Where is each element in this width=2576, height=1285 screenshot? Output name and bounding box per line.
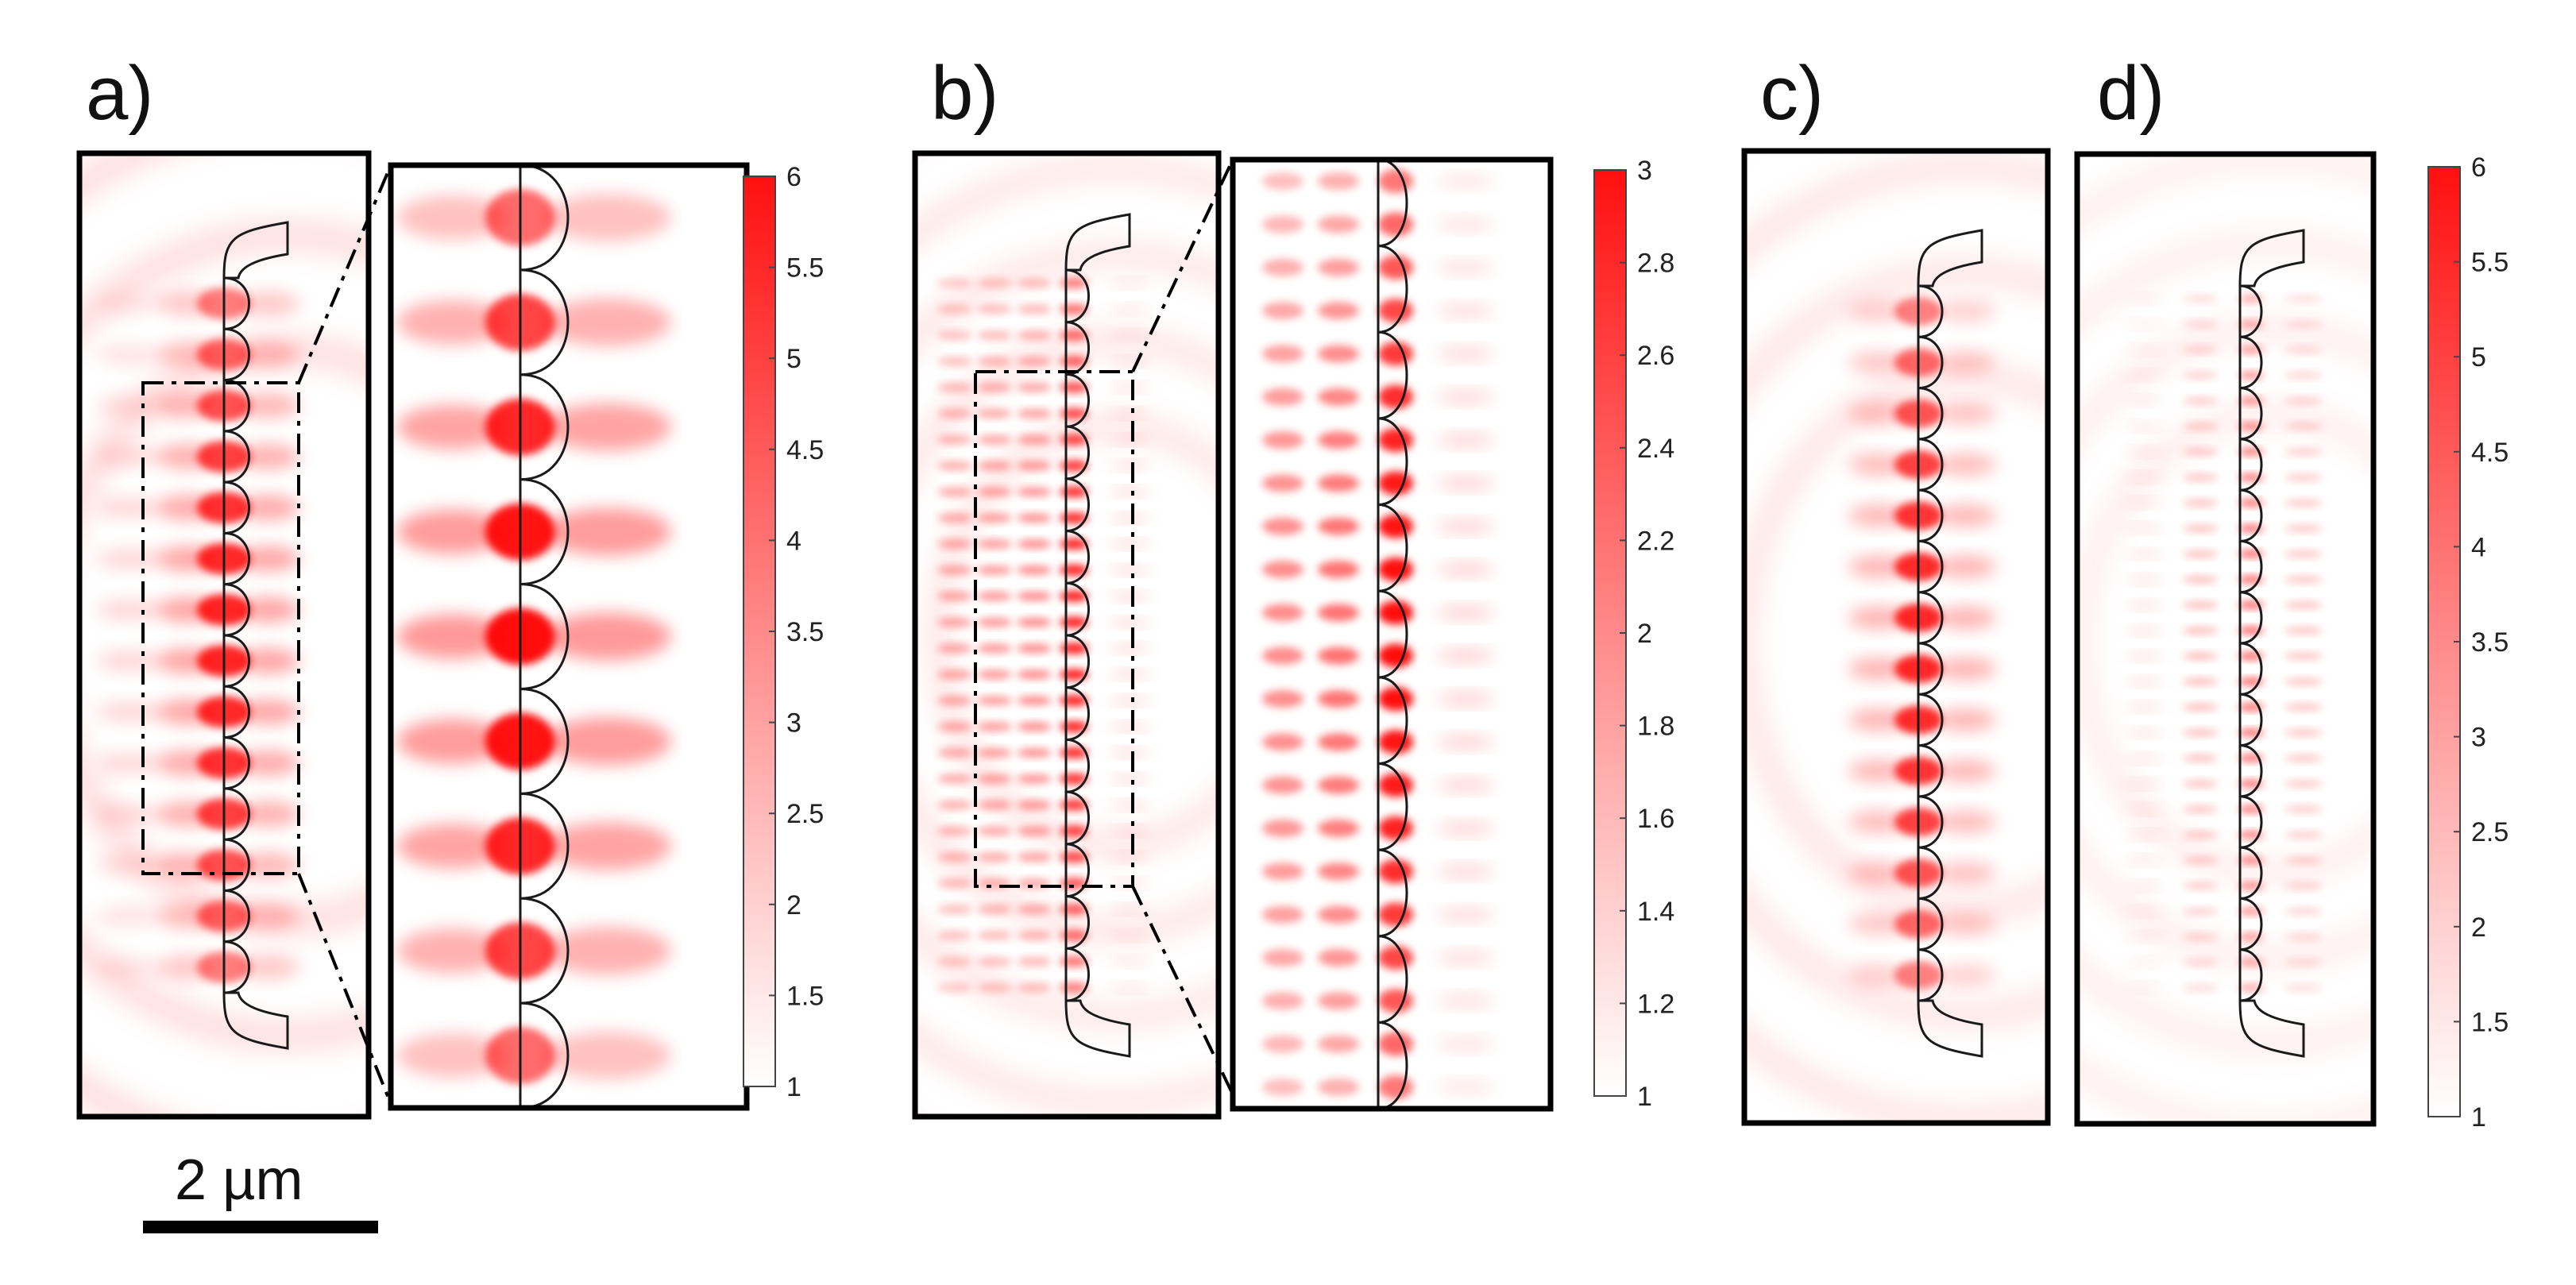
- colorbar-tick-label: 1: [1637, 1082, 1652, 1112]
- colorbar-tick-label: 6: [2471, 152, 2486, 183]
- scale-bar-label: 2 µm: [175, 1148, 303, 1212]
- colorbar-tick-label: 4.5: [2471, 438, 2508, 468]
- panel-a-zoom-connectors: [297, 164, 392, 1105]
- panel-d-field-map: [2074, 151, 2377, 1127]
- colorbar-tick-label: 2.8: [1637, 249, 1674, 279]
- colorbar-tick-label: 2.4: [1637, 434, 1674, 464]
- panel-b-antenna-outline: [1064, 213, 1131, 1058]
- scale-bar-line: [143, 1221, 378, 1233]
- panel-a-zoom-antenna-outline: [519, 165, 570, 1108]
- panel-b-zoom-connectors: [1131, 159, 1234, 1095]
- colorbar-tick-label: 1.6: [1637, 804, 1674, 834]
- panel-label-d: d): [2097, 51, 2165, 136]
- colorbar-tick-label: 3.5: [2471, 627, 2508, 658]
- panel-d-field-intensity: [2077, 154, 2373, 1124]
- panel-b-zoom-antenna-outline: [1377, 160, 1408, 1109]
- colorbar-tick-label: 1: [786, 1072, 801, 1102]
- colorbar-tick-label: 1.8: [1637, 712, 1674, 742]
- colorbar-a: 6 5.5 5 4.5 4 3.5 3 2.5 2 1.5 1: [743, 162, 824, 1102]
- scale-bar: 2 µm: [143, 1148, 378, 1233]
- colorbar-tick-label: 4: [2471, 532, 2486, 562]
- colorbar-d: 6 5.5 5 4.5 4 3.5 3 2.5 2 1.5 1: [2427, 152, 2508, 1133]
- panel-c-antenna-outline: [1917, 229, 1983, 1058]
- colorbar-tick-label: 5.5: [2471, 248, 2508, 278]
- panel-label-a: a): [86, 51, 153, 136]
- colorbar-tick-label: 1.4: [1637, 897, 1674, 927]
- colorbar-tick-label: 1.5: [786, 981, 824, 1011]
- colorbar-tick-label: 2: [1637, 619, 1652, 649]
- colorbar-tick-label: 5.5: [786, 253, 824, 284]
- colorbar-tick-label: 2.5: [786, 799, 824, 829]
- panel-a-zoom-region: [141, 381, 300, 875]
- colorbar-tick-label: 3: [786, 708, 801, 739]
- colorbar-tick-label: 6: [786, 162, 801, 192]
- colorbar-tick-label: 1.2: [1637, 989, 1674, 1019]
- colorbar-b: 3 2.8 2.6 2.4 2.2 2 1.8 1.6 1.4 1.2 1: [1593, 156, 1674, 1112]
- colorbar-tick-label: 2: [786, 890, 801, 920]
- colorbar-tick-label: 5: [786, 344, 801, 374]
- colorbar-tick-label: 5: [2471, 342, 2486, 372]
- panel-b-zoom-region: [974, 370, 1134, 888]
- panel-c-field-map: [1741, 148, 2051, 1126]
- colorbar-tick-label: 1: [2471, 1102, 2486, 1133]
- colorbar-tick-label: 4.5: [786, 435, 824, 465]
- colorbar-tick-label: 3.5: [786, 617, 824, 647]
- colorbar-tick-label: 2.5: [2471, 817, 2508, 847]
- colorbar-tick-label: 2.6: [1637, 341, 1674, 371]
- colorbar-tick-label: 1.5: [2471, 1007, 2508, 1037]
- colorbar-tick-label: 3: [2471, 723, 2486, 753]
- panel-a-zoom-inset: [388, 162, 750, 1111]
- colorbar-tick-label: 2.2: [1637, 526, 1674, 556]
- panel-a-field-map: [76, 150, 372, 1120]
- panel-b-field-map: [912, 150, 1222, 1120]
- panel-d-antenna-outline: [2238, 229, 2305, 1058]
- colorbar-tick-label: 4: [786, 526, 801, 556]
- panel-c-field-intensity: [1744, 158, 2048, 1123]
- panel-label-c: c): [1760, 51, 1824, 136]
- colorbar-tick-label: 3: [1637, 156, 1652, 186]
- panel-b-zoom-inset: [1230, 156, 1554, 1112]
- colorbar-tick-label: 2: [2471, 913, 2486, 943]
- panel-label-b: b): [931, 51, 998, 136]
